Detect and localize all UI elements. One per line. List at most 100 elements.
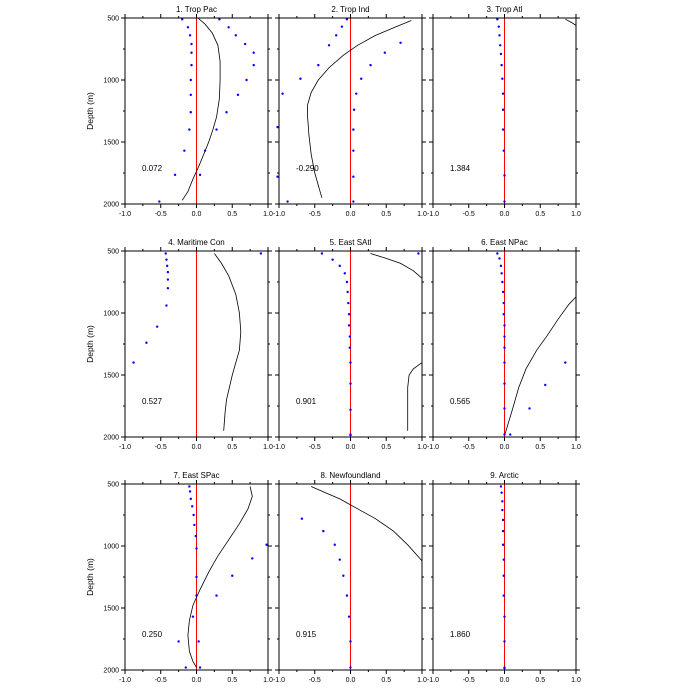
x-tick-label: 0.5 [381, 444, 391, 451]
panel-title: 2. Trop Ind [331, 5, 369, 14]
panel-title: 7. East SPac [173, 471, 219, 480]
data-point [195, 594, 198, 597]
panel-annotation: 1.384 [450, 164, 471, 173]
panel-data [300, 486, 423, 669]
panel-data [276, 18, 412, 203]
data-point [345, 594, 349, 597]
data-point [188, 485, 191, 488]
x-tick-label: -1.0 [273, 677, 285, 684]
panel-data [499, 485, 506, 670]
data-point [234, 34, 238, 37]
data-point [503, 433, 506, 436]
data-point [203, 149, 207, 152]
panel-data [177, 485, 268, 669]
data-point [503, 335, 506, 338]
data-point [345, 18, 349, 21]
panel-data [132, 252, 263, 431]
panel-data [158, 17, 255, 203]
y-tick-label: 2000 [103, 435, 119, 442]
x-tick-label: 0.5 [535, 677, 545, 684]
data-point [502, 558, 505, 561]
data-point [189, 78, 192, 82]
panel-annotation: 0.527 [142, 397, 163, 406]
data-point [132, 361, 135, 364]
data-point [338, 264, 341, 268]
data-point [343, 272, 346, 275]
data-point [245, 78, 248, 82]
data-point [564, 361, 567, 364]
profile-line [307, 20, 412, 198]
x-tick-label: 1.0 [571, 211, 581, 218]
data-point [190, 51, 193, 54]
data-point [338, 558, 341, 561]
x-tick-label: -1.0 [119, 211, 131, 218]
x-tick-label: 0.5 [535, 444, 545, 451]
data-point [346, 290, 349, 294]
data-point [165, 304, 168, 307]
data-point [191, 505, 194, 508]
data-point [243, 42, 247, 46]
data-point [335, 34, 338, 37]
data-point [355, 92, 358, 95]
data-point [348, 335, 351, 338]
data-point [503, 382, 506, 385]
data-point [342, 574, 345, 577]
panel-annotation: 0.250 [142, 630, 163, 639]
profile-line [214, 253, 242, 431]
data-point [399, 41, 402, 44]
y-tick-label: 1000 [103, 311, 119, 318]
data-point [165, 258, 168, 261]
data-point [349, 640, 352, 643]
y-tick-label: 1500 [103, 140, 119, 147]
profile-line [504, 296, 577, 436]
data-point [496, 18, 499, 21]
y-tick-label: 500 [107, 249, 119, 256]
data-point [327, 44, 331, 47]
data-point [190, 63, 193, 67]
panel-title: 5. East SAtl [330, 238, 372, 247]
panel-frame [278, 250, 423, 438]
data-point [352, 149, 355, 152]
data-point [501, 290, 505, 294]
x-tick-label: 0.0 [346, 677, 356, 684]
x-tick-label: 0.0 [500, 211, 510, 218]
data-point [502, 313, 505, 316]
data-point [352, 200, 355, 203]
chart-panel: 5. East SAtl -1.0 -0.5 0.0 0.5 1.0 0.901 [273, 238, 427, 451]
data-point [190, 42, 193, 46]
data-point [501, 529, 505, 533]
data-point [352, 175, 355, 178]
x-tick-label: -0.5 [463, 444, 475, 451]
x-tick-label: 1.0 [263, 211, 273, 218]
x-tick-label: -0.5 [463, 211, 475, 218]
chart-panel: 4. Maritime Con -1.0 -0.5 0.0 0.5 1.0 500 1000 1… [85, 238, 273, 451]
data-point [501, 518, 505, 522]
panel-title: 1. Trop Pac [176, 5, 217, 14]
data-point [155, 325, 159, 328]
x-tick-label: 0.0 [500, 677, 510, 684]
x-tick-label: -0.5 [309, 677, 321, 684]
data-point [198, 666, 202, 669]
x-tick-label: -1.0 [427, 677, 439, 684]
y-tick-label: 1000 [103, 544, 119, 551]
data-point [348, 346, 351, 349]
chart-panel: 2. Trop Ind -1.0 -0.5 0.0 0.5 1.0 -0.290 [273, 5, 427, 218]
x-tick-label: -0.5 [155, 677, 167, 684]
data-point [497, 25, 500, 28]
data-point [166, 278, 170, 281]
panel-data [496, 18, 577, 203]
x-tick-label: 1.0 [571, 444, 581, 451]
data-point [252, 63, 255, 67]
x-tick-label: -1.0 [273, 444, 285, 451]
data-point [503, 640, 506, 643]
panel-data [496, 252, 577, 436]
data-point [369, 63, 372, 67]
data-point [544, 383, 547, 387]
data-point [189, 497, 192, 501]
x-tick-label: -1.0 [119, 677, 131, 684]
data-point [501, 508, 504, 512]
panel-frame [432, 483, 577, 671]
chart-panel: 6. East NPac -1.0 -0.5 0.0 0.5 1.0 0.565 [427, 238, 581, 451]
data-point [231, 574, 234, 577]
data-point [503, 324, 506, 327]
